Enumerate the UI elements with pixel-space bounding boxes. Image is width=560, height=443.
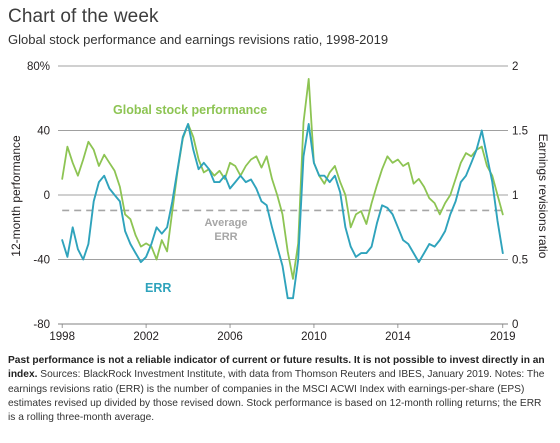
page-title: Chart of the week [8, 6, 159, 27]
left-tick-label: 40 [37, 126, 50, 138]
right-tick-label: 1.5 [512, 126, 528, 138]
left-tick-label: 80% [27, 61, 50, 73]
footnote-disclaimer: Past performance is not a reliable indic… [8, 355, 545, 381]
stock-performance-line [61, 78, 504, 280]
right-tick-label: 1 [512, 190, 518, 202]
right-tick-label: 0 [512, 319, 518, 331]
left-tick-label: 0 [44, 190, 50, 202]
right-tick-label: 2 [512, 61, 518, 73]
tick-labels: -80 -40 0 40 80% 0 0.5 1 1.5 2 1998 2002 2006 2010 201… [27, 61, 528, 343]
average-err-label-line2: ERR [214, 231, 237, 243]
chart-subtitle: Global stock performance and earnings re… [8, 32, 389, 47]
average-err-label-line1: Average [204, 217, 247, 229]
series-layer [61, 78, 504, 300]
x-tick-label: 2002 [133, 331, 159, 343]
stock-series-label: Global stock performance [113, 103, 267, 117]
line-chart: -80 -40 0 40 80% 0 0.5 1 1.5 2 1998 2002 2006 2010 201… [9, 61, 550, 343]
err-line [61, 123, 504, 300]
x-tick-label: 2010 [301, 331, 327, 343]
footnote: Past performance is not a reliable indic… [8, 354, 548, 425]
footnote-sources: Sources: BlackRock Investment Institute,… [8, 369, 545, 424]
left-axis-label: 12-month performance [9, 135, 23, 257]
left-tick-label: -40 [33, 255, 50, 267]
right-tick-label: 0.5 [512, 255, 528, 267]
right-axis-label: Earnings revisions ratio [536, 134, 550, 259]
x-tick-label: 2019 [490, 331, 516, 343]
x-tick-label: 2006 [217, 331, 243, 343]
x-tick-label: 2014 [385, 331, 411, 343]
left-tick-label: -80 [33, 319, 50, 331]
gridlines [58, 65, 508, 325]
err-series-label: ERR [145, 281, 171, 295]
x-tick-label: 1998 [49, 331, 75, 343]
